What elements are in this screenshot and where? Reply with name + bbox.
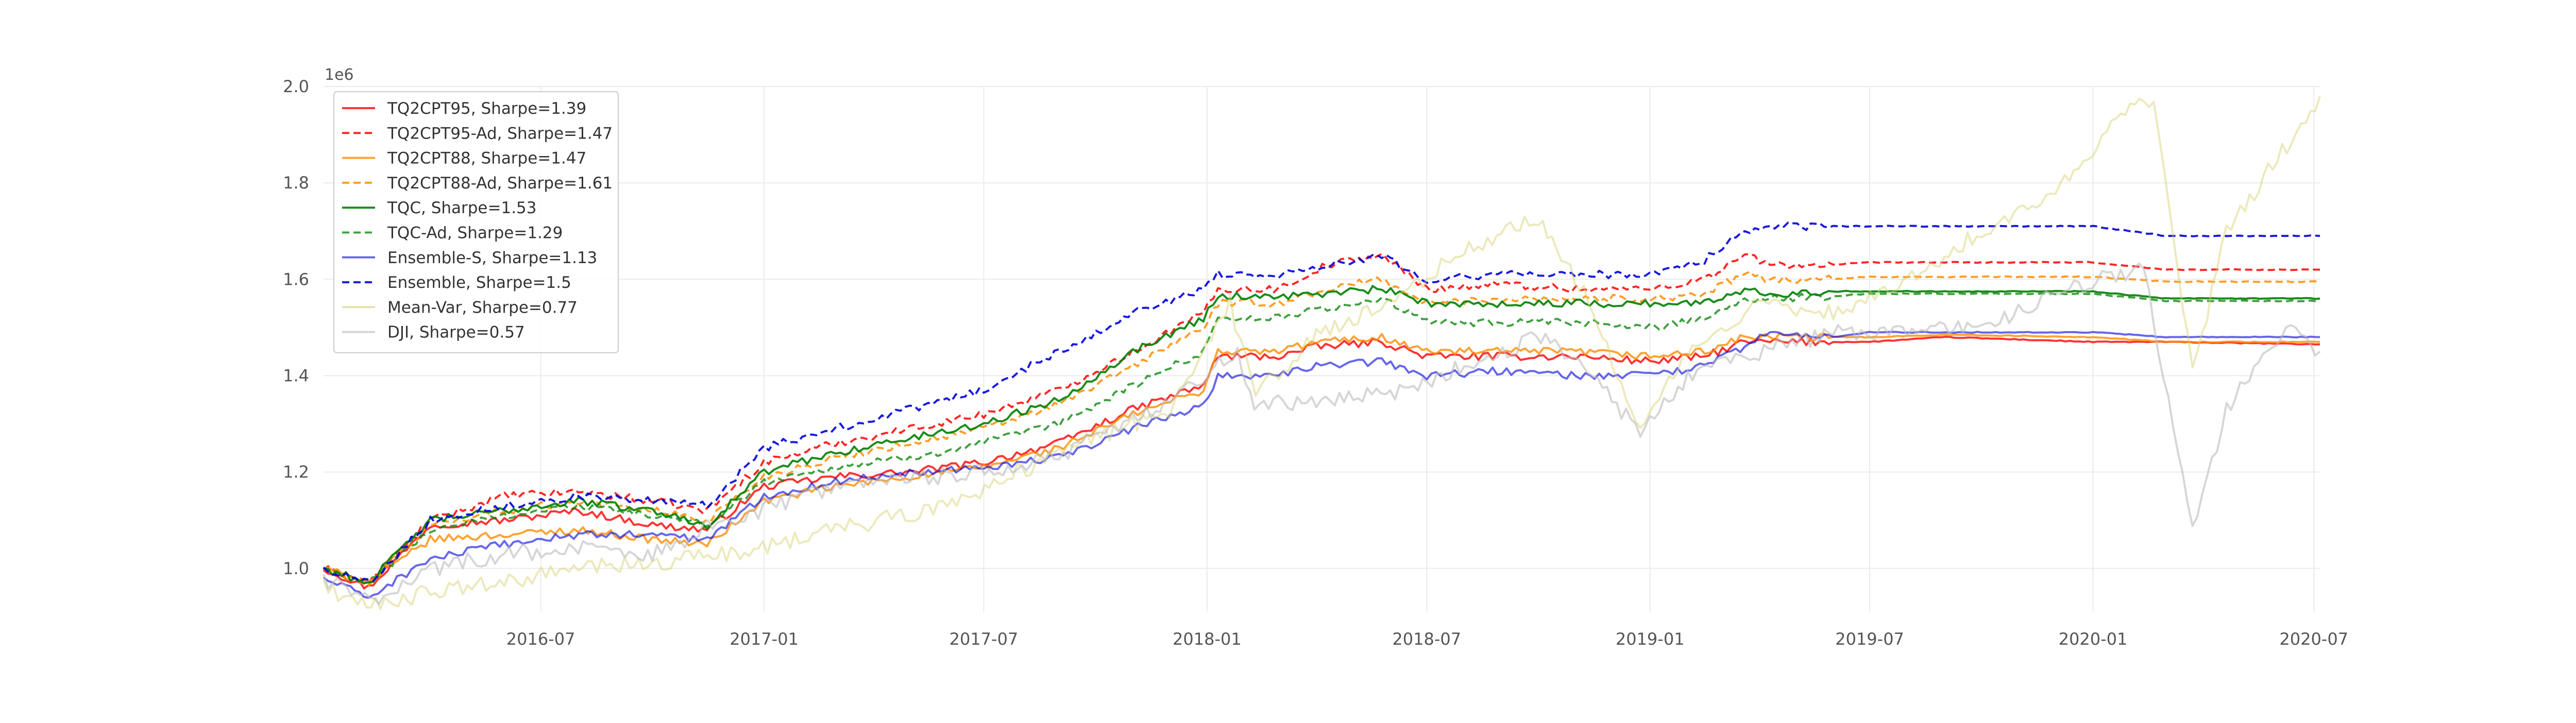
legend-label: TQC, Sharpe=1.53	[387, 199, 537, 217]
axis-labels: 1e6 1.0 1.2 1.4 1.6 1.8 2.0 2016-07 2017-01 2017…	[283, 66, 2348, 649]
series-line	[323, 96, 2321, 610]
series-line	[323, 253, 2320, 586]
series-line	[323, 285, 2320, 584]
series-line	[323, 270, 2320, 587]
legend-label: TQ2CPT95, Sharpe=1.39	[387, 99, 586, 118]
legend-label: TQ2CPT88, Sharpe=1.47	[387, 149, 586, 168]
x-tick-label: 2020-01	[2059, 629, 2128, 649]
series-line	[323, 262, 2321, 606]
y-tick-label: 1.2	[283, 462, 309, 482]
legend-label: DJI, Sharpe=0.57	[387, 323, 525, 342]
x-tick-label: 2017-01	[730, 629, 799, 649]
legend-label: Ensemble, Sharpe=1.5	[387, 273, 571, 292]
series-line	[323, 331, 2320, 599]
x-tick-label: 2018-01	[1173, 629, 1242, 649]
x-tick-label: 2018-07	[1392, 629, 1461, 649]
legend-label: Mean-Var, Sharpe=0.77	[387, 298, 578, 317]
series-line	[323, 221, 2320, 582]
legend-label: TQ2CPT88-Ad, Sharpe=1.61	[387, 174, 613, 193]
x-tick-label: 2017-07	[950, 629, 1019, 649]
x-tick-label: 2019-01	[1616, 629, 1685, 649]
legend-label: Ensemble-S, Sharpe=1.13	[387, 249, 597, 267]
x-tick-label: 2019-07	[1835, 629, 1904, 649]
series-layer	[323, 96, 2321, 610]
legend-label: TQC-Ad, Sharpe=1.29	[387, 224, 563, 243]
legend: TQ2CPT95, Sharpe=1.39 TQ2CPT95-Ad, Sharpe…	[333, 91, 619, 353]
y-tick-label: 1.4	[283, 366, 309, 385]
x-tick-label: 2020-07	[2279, 629, 2348, 649]
y-tick-label: 1.0	[283, 559, 309, 578]
y-tick-label: 2.0	[283, 77, 309, 96]
legend-box	[333, 91, 619, 353]
legend-label: TQ2CPT95-Ad, Sharpe=1.47	[387, 124, 613, 143]
y-tick-label: 1.8	[283, 173, 309, 193]
series-line	[323, 292, 2320, 584]
grid-lines	[324, 86, 2320, 612]
series-line	[323, 332, 2320, 585]
x-tick-label: 2016-07	[506, 629, 575, 649]
y-tick-label: 1.6	[283, 269, 309, 289]
y-axis-offset-label: 1e6	[325, 66, 354, 84]
series-line	[323, 336, 2320, 590]
